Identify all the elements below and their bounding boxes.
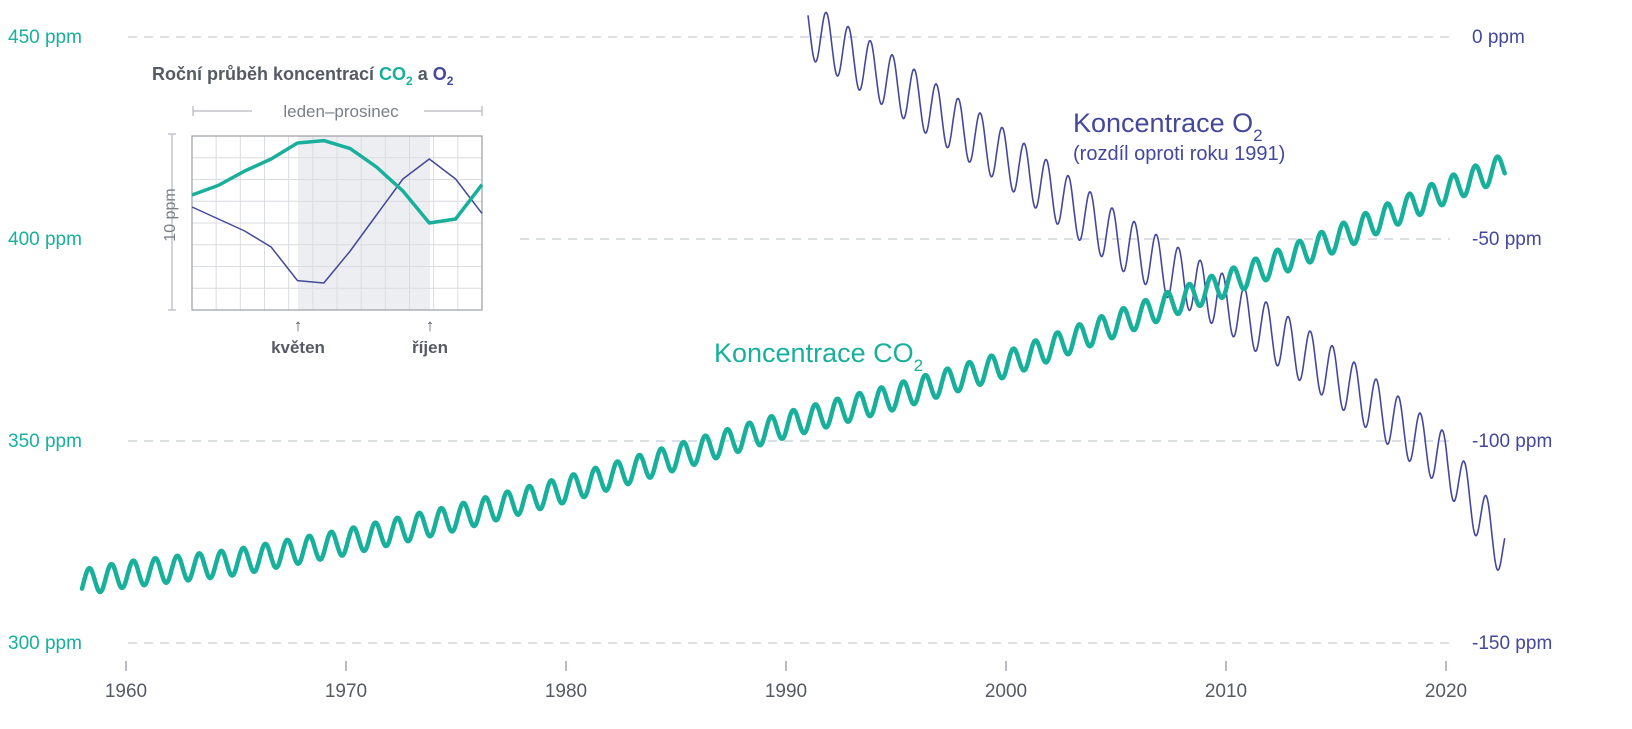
- o2-series-label: Koncentrace O2: [1073, 108, 1263, 145]
- x-tick-label: 2020: [1425, 681, 1467, 702]
- inset-range-label: leden–prosinec: [283, 102, 399, 121]
- right-tick-label: -150 ppm: [1472, 633, 1552, 654]
- right-tick-label: -50 ppm: [1472, 229, 1542, 250]
- inset-scale-label: 10 ppm: [162, 188, 179, 241]
- o2-series-line: [807, 11, 1506, 571]
- right-tick-label: 0 ppm: [1472, 27, 1525, 48]
- left-tick-label: 450 ppm: [8, 27, 82, 48]
- co2-series-line: [79, 154, 1507, 595]
- right-axis: 0 ppm -50 ppm -100 ppm -150 ppm: [1472, 27, 1552, 654]
- co2-series-label: Koncentrace CO2: [714, 338, 923, 375]
- x-axis: 1960 1970 1980 1990 2000 2010 2020: [105, 661, 1467, 702]
- left-axis: 450 ppm 400 ppm 350 ppm 300 ppm: [8, 27, 82, 654]
- inset-chart: Roční průběh koncentrací CO2 a O2 leden–…: [152, 64, 484, 357]
- x-tick-label: 1990: [765, 681, 807, 702]
- o2-series-sublabel: (rozdíl oproti roku 1991): [1073, 143, 1285, 165]
- x-tick-label: 1980: [545, 681, 587, 702]
- left-tick-label: 350 ppm: [8, 431, 82, 452]
- inset-co2-line: [191, 138, 484, 225]
- range-bracket: [192, 106, 483, 116]
- left-tick-label: 300 ppm: [8, 633, 82, 654]
- gridlines: [128, 36, 1450, 644]
- may-label: květen: [271, 338, 325, 357]
- left-tick-label: 400 ppm: [8, 229, 82, 250]
- inset-o2-line: [191, 158, 483, 284]
- scale-bracket: [168, 133, 176, 311]
- x-tick-label: 2000: [985, 681, 1027, 702]
- x-tick-label: 1970: [325, 681, 367, 702]
- x-tick-label: 1960: [105, 681, 147, 702]
- oct-label: říjen: [412, 338, 448, 357]
- right-tick-label: -100 ppm: [1472, 431, 1552, 452]
- x-tick-label: 2010: [1205, 681, 1247, 702]
- may-arrow: ↑: [294, 316, 303, 335]
- oct-arrow: ↑: [426, 316, 435, 335]
- inset-frame: [191, 135, 483, 311]
- inset-title: Roční průběh koncentrací CO2 a O2: [152, 64, 454, 88]
